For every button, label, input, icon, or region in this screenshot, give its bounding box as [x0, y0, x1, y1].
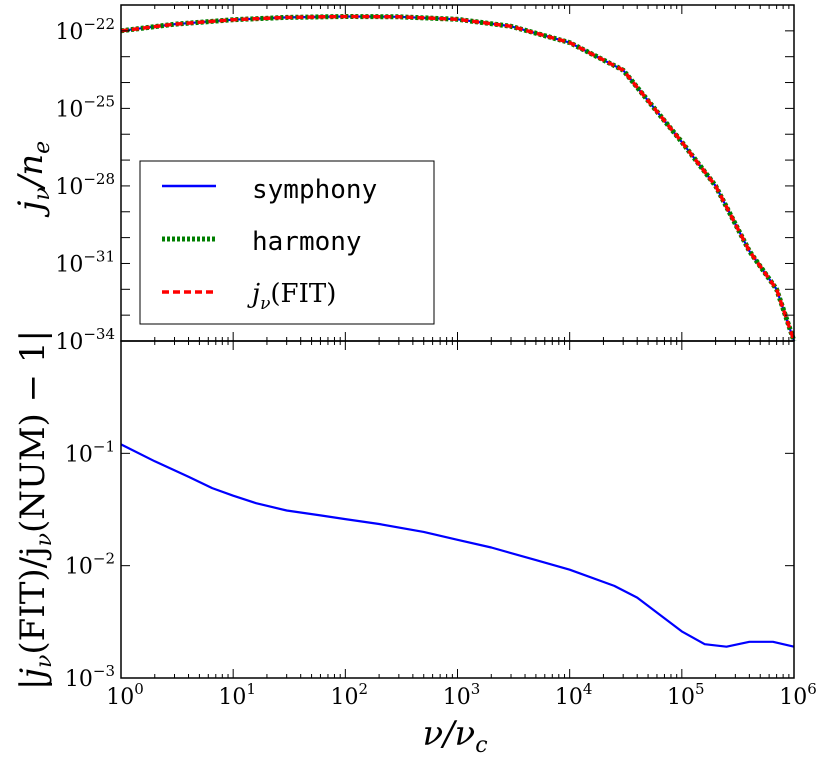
- top-ticks: [120, 4, 795, 342]
- bottom-panel: 10−1 10−2 10−3 100 101 102 103 104 105 106 |jν(F…: [13, 330, 817, 758]
- series-line-0-2: [120, 14, 796, 342]
- top-series-group: [120, 14, 797, 342]
- x-tick-label: 104: [555, 680, 593, 710]
- bottom-panel-frame: [120, 340, 795, 679]
- x-tick-labels: 100 101 102 103 104 105 106: [106, 680, 817, 710]
- y-tick-label: 10−22: [55, 15, 115, 45]
- legend-box: [139, 160, 435, 325]
- y-tick-label: 10−25: [55, 92, 115, 122]
- bottom-series-group: [120, 443, 795, 648]
- legend-symphony-label: symphony: [252, 175, 377, 205]
- x-tick-label: 100: [106, 680, 144, 710]
- legend-harmony-label: harmony: [252, 227, 362, 257]
- y-tick-label: 10−1: [65, 437, 115, 467]
- x-tick-label: 103: [443, 680, 481, 710]
- x-tick-label: 105: [667, 680, 705, 710]
- y-tick-label: 10−3: [65, 662, 115, 692]
- top-panel: 10−22 10−25 10−28 10−31 10−34 symphony harmo…: [11, 4, 797, 355]
- x-axis-title: ν/νc: [422, 714, 487, 758]
- bottom-y-tick-labels: 10−1 10−2 10−3: [65, 437, 115, 692]
- x-tick-label: 106: [779, 680, 817, 710]
- bottom-ticks: [120, 340, 795, 679]
- top-y-tick-labels: 10−22 10−25 10−28 10−31 10−34: [55, 15, 115, 355]
- y-tick-label: 10−2: [65, 550, 115, 580]
- top-y-axis-title: jν/ne: [11, 141, 55, 218]
- y-tick-label: 10−28: [55, 170, 115, 200]
- bottom-y-axis-title: |jν(FIT)/jν(NUM) − 1|: [13, 330, 57, 690]
- x-tick-label: 102: [331, 680, 369, 710]
- y-tick-label: 10−31: [55, 247, 115, 277]
- series-line-1-0: [120, 443, 795, 648]
- y-tick-label: 10−34: [55, 325, 115, 355]
- legend: symphony harmony jν(FIT): [139, 160, 435, 325]
- x-tick-label: 101: [218, 680, 256, 710]
